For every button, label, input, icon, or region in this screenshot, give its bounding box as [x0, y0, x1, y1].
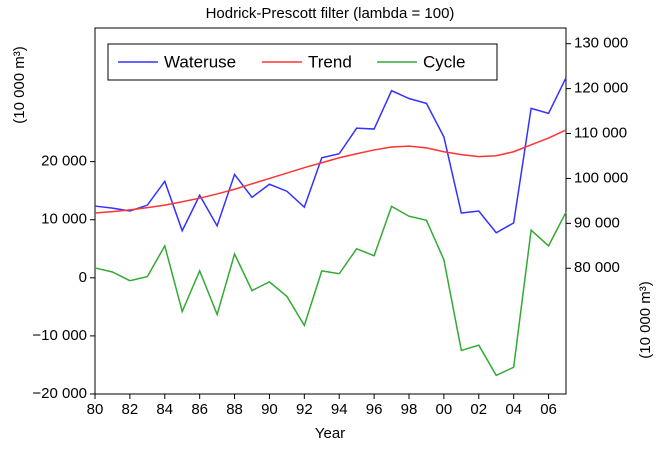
legend-label: Cycle [423, 52, 466, 71]
x-tick-label: 86 [191, 401, 208, 418]
legend-label: Wateruse [164, 52, 236, 71]
line-series [94, 77, 567, 234]
x-tick-label: 04 [505, 401, 522, 418]
y2-axis-label: (10 000 m³) [637, 281, 654, 359]
x-tick-label: 02 [470, 401, 487, 418]
y-tick-label: 0 [79, 269, 87, 286]
plot-frame [94, 27, 567, 395]
line-series [94, 129, 567, 214]
x-tick-label: 90 [261, 401, 278, 418]
y-axis-label: (10 000 m³) [11, 46, 28, 124]
x-tick-label: 80 [87, 401, 104, 418]
legend-box [107, 43, 498, 81]
x-tick-label: 06 [540, 401, 557, 418]
legend-label: Trend [308, 52, 352, 71]
x-tick-label: 82 [122, 401, 139, 418]
y-tick-label: 10 000 [41, 211, 87, 228]
x-tick-label: 96 [366, 401, 383, 418]
y-tick-label: −20 000 [32, 385, 87, 402]
x-tick-label: 94 [331, 401, 348, 418]
y2-tick-label: 130 000 [574, 35, 628, 52]
y-tick-label: −10 000 [32, 327, 87, 344]
y2-tick-label: 110 000 [574, 125, 627, 142]
x-tick-label: 00 [436, 401, 453, 418]
line-series [94, 205, 567, 377]
y2-tick-label: 100 000 [574, 169, 628, 186]
legend: Wateruse Trend Cycle [107, 43, 498, 81]
y2-tick-label: 80 000 [574, 259, 620, 276]
chart-title: Hodrick-Prescott filter (lambda = 100) [206, 5, 455, 22]
x-tick-label: 84 [156, 401, 173, 418]
x-tick-label: 98 [401, 401, 418, 418]
y2-tick-label: 90 000 [574, 214, 620, 231]
x-tick-label: 92 [296, 401, 313, 418]
y2-tick-label: 120 000 [574, 80, 628, 97]
x-axis-label: Year [315, 425, 345, 442]
x-tick-label: 88 [226, 401, 243, 418]
y-tick-label: 20 000 [41, 153, 87, 170]
